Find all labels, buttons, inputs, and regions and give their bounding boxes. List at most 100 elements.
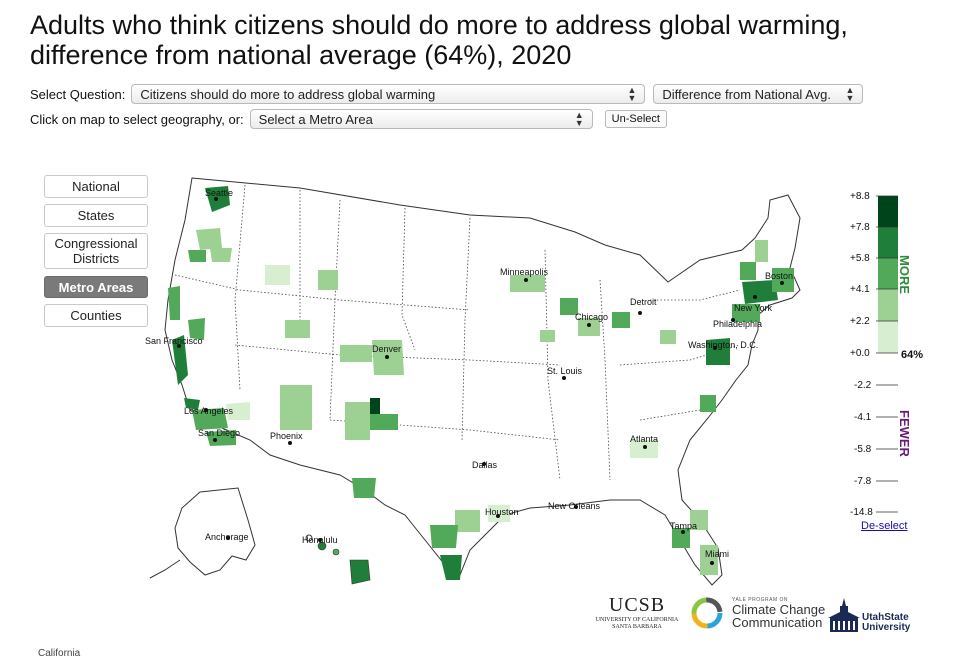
ucsb-logo-sub2: SANTA BARBARA — [612, 624, 662, 630]
metro-north-coast[interactable] — [168, 286, 180, 320]
click-map-label: Click on map to select geography, or: — [30, 111, 244, 127]
geo-button-metro-areas[interactable]: Metro Areas — [44, 276, 148, 298]
metro-albuquerque[interactable] — [345, 402, 370, 440]
geo-button-congressional-districts[interactable]: Congressional Districts — [44, 233, 148, 269]
city-label-chicago: Chicago — [575, 312, 608, 322]
city-label-seattle: Seattle — [205, 188, 233, 198]
metro-select-value: Select a Metro Area — [258, 111, 373, 127]
metro-austin[interactable] — [455, 510, 480, 532]
legend-tick: -4.1 — [854, 412, 872, 423]
metro-tampa[interactable] — [672, 528, 690, 548]
city-label-dallas: Dallas — [472, 460, 498, 470]
metro-santa-fe[interactable] — [370, 398, 380, 414]
usu-logo-line2: University — [862, 622, 911, 633]
alaska-outline[interactable] — [174, 487, 256, 576]
ucsb-logo-main: UCSB — [608, 594, 666, 616]
metro-salt-lake[interactable] — [285, 320, 310, 338]
ucsb-logo: UCSB UNIVERSITY OF CALIFORNIA SANTA BARB… — [592, 594, 682, 631]
city-label-phoenix: Phoenix — [270, 431, 303, 441]
legend-tick: +8.8 — [850, 191, 870, 202]
metro-atlanta[interactable] — [630, 440, 658, 458]
metro-charlottesville[interactable] — [700, 395, 716, 412]
metro-orlando[interactable] — [690, 510, 708, 530]
city-label-boston: Boston — [765, 271, 793, 281]
legend-swatch-3 — [878, 258, 898, 289]
metro-minneapolis[interactable] — [510, 275, 545, 292]
metro-el-paso[interactable] — [352, 478, 376, 498]
metro-santa-barbara[interactable] — [184, 398, 200, 410]
state-boundaries — [174, 184, 741, 481]
metric-select[interactable]: Difference from National Avg. ▲ ▼ — [653, 84, 864, 104]
metro-new-york[interactable] — [742, 280, 778, 304]
city-label-anchorage: Anchorage — [205, 532, 249, 542]
legend-more-label: MORE — [897, 255, 912, 294]
legend-swatch-1 — [878, 196, 898, 227]
city-label-los-angeles: Los Angeles — [184, 406, 234, 416]
metro-flagstaff[interactable] — [280, 385, 312, 430]
metro-colorado-west[interactable] — [340, 345, 372, 362]
legend-tick: +0.0 — [850, 348, 870, 359]
city-label-minneapolis: Minneapolis — [500, 267, 549, 277]
metro-eugene[interactable] — [188, 250, 206, 262]
city-label-denver: Denver — [372, 344, 401, 354]
metro-boston[interactable] — [772, 268, 794, 292]
metro-columbus[interactable] — [660, 330, 676, 344]
deselect-link[interactable]: De-select — [861, 520, 908, 532]
metro-inland[interactable] — [226, 402, 250, 420]
metro-miami[interactable] — [700, 545, 718, 575]
legend: +8.8 +7.8 +5.8 +4.1 +2.2 +0.0 -2.2 -4.1 … — [850, 191, 923, 518]
metro-portland[interactable] — [196, 228, 222, 250]
yale-logo-line2: Communication — [732, 615, 823, 630]
unselect-button[interactable]: Un-Select — [604, 110, 667, 128]
metro-rio-grande[interactable] — [440, 555, 462, 580]
metro-san-antonio[interactable] — [430, 525, 458, 548]
metro-albany[interactable] — [740, 262, 756, 280]
metro-sf[interactable] — [172, 335, 188, 385]
geo-button-states[interactable]: States — [44, 204, 148, 227]
metro-bend[interactable] — [210, 248, 232, 262]
metro-san-diego[interactable] — [206, 430, 236, 446]
metro-madison[interactable] — [560, 298, 578, 315]
select-arrows-icon: ▲ ▼ — [845, 85, 855, 103]
metro-ann-arbor[interactable] — [612, 312, 630, 328]
yale-ring-icon — [691, 597, 723, 629]
legend-swatch-5 — [878, 321, 898, 353]
city-label-st-louis: St. Louis — [547, 366, 583, 376]
metro-new-mexico-east[interactable] — [370, 414, 398, 430]
metro-iowa-city[interactable] — [540, 330, 555, 342]
metro-vermont[interactable] — [755, 240, 768, 262]
city-label-detroit: Detroit — [630, 297, 657, 307]
usu-logo-line1: UtahState — [862, 612, 909, 623]
legend-swatch-4 — [878, 289, 898, 321]
city-label-atlanta: Atlanta — [630, 434, 658, 444]
legend-tick: +7.8 — [850, 222, 870, 233]
legend-tick: +5.8 — [850, 253, 870, 264]
metro-houston[interactable] — [488, 505, 510, 522]
hawaii-islands[interactable] — [305, 534, 371, 585]
city-label-houston: Houston — [485, 507, 519, 517]
legend-baseline-label: 64% — [901, 349, 923, 361]
metro-select[interactable]: Select a Metro Area ▲ ▼ — [249, 109, 593, 129]
city-label-miami: Miami — [705, 549, 729, 559]
city-label-tampa: Tampa — [670, 521, 697, 531]
aleutian-chain — [149, 559, 181, 579]
metro-philadelphia[interactable] — [732, 304, 760, 322]
legend-fewer-label: FEWER — [897, 410, 912, 458]
usu-building-icon — [828, 598, 860, 632]
question-select[interactable]: Citizens should do more to address globa… — [131, 84, 646, 104]
city-label-san-diego: San Diego — [198, 428, 240, 438]
geo-button-counties[interactable]: Counties — [44, 304, 148, 327]
metro-los-angeles[interactable] — [192, 408, 228, 430]
metro-boise[interactable] — [265, 265, 290, 285]
yale-logo-small: YALE PROGRAM ON — [732, 597, 789, 603]
legend-swatch-2 — [878, 227, 898, 258]
metro-sacramento[interactable] — [188, 318, 205, 340]
metro-washington[interactable] — [706, 338, 730, 365]
legend-tick: -7.8 — [854, 476, 872, 487]
legend-tick: +2.2 — [850, 316, 870, 327]
city-label-philadelphia: Philadelphia — [713, 319, 762, 329]
metro-missoula[interactable] — [318, 270, 338, 290]
geo-button-national[interactable]: National — [44, 175, 148, 198]
legend-tick: -2.2 — [854, 380, 872, 391]
